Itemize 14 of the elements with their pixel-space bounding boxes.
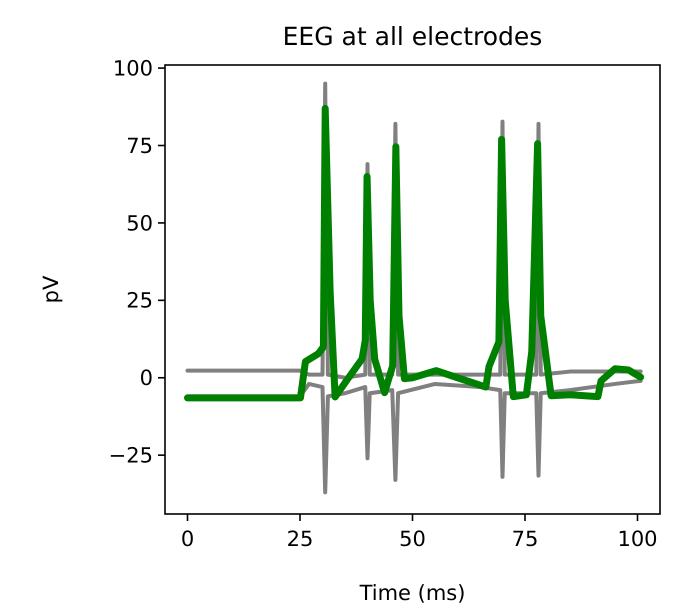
y-tick-label: 25 xyxy=(126,288,153,313)
y-axis-title: pV xyxy=(39,275,63,304)
x-tick-label: 25 xyxy=(286,527,314,551)
x-tick-label: 100 xyxy=(617,527,658,551)
y-tick-label: 0 xyxy=(140,366,153,390)
chart-title: EEG at all electrodes xyxy=(282,22,542,51)
y-tick-label: −25 xyxy=(108,444,153,468)
x-axis-title: Time (ms) xyxy=(358,581,466,605)
y-tick-label: 75 xyxy=(126,134,153,158)
x-tick-label: 50 xyxy=(399,527,426,551)
y-tick-label: 100 xyxy=(112,56,153,80)
x-tick-label: 75 xyxy=(512,527,538,551)
y-tick-label: 50 xyxy=(126,211,153,236)
x-tick-label: 0 xyxy=(180,527,194,551)
